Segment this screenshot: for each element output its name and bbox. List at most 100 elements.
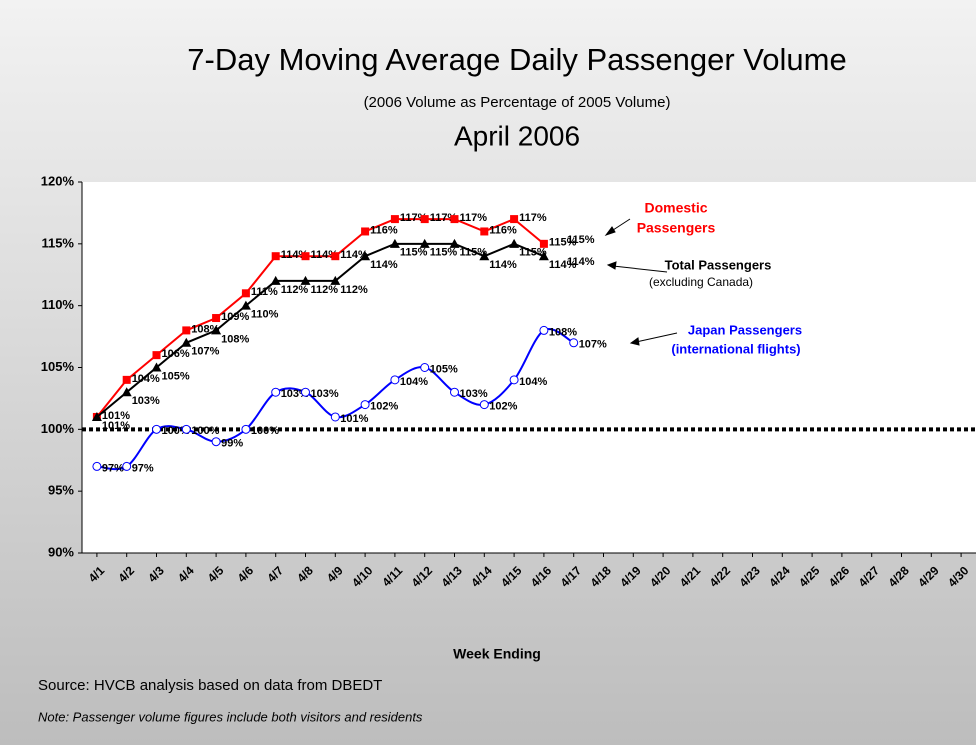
chart-period: April 2006 [454,120,580,151]
marker [390,375,400,385]
data-label: 117% [460,212,488,224]
marker [92,461,102,471]
data-label: 99% [221,438,243,450]
data-label: 103% [460,388,488,400]
marker [390,215,399,224]
marker [152,351,161,360]
data-label: 105% [430,363,458,375]
end-label: 114% [567,256,595,268]
data-label: 114% [370,259,398,271]
data-label: 97% [132,462,154,474]
marker [152,424,161,434]
data-label: 114% [340,249,368,261]
data-label: 103% [132,395,160,407]
data-label: 114% [549,259,577,271]
y-tick-label: 120% [41,173,75,188]
data-label: 104% [400,376,428,388]
y-tick-label: 90% [48,544,74,559]
legend-entry: Total Passengers [665,257,772,272]
marker [420,215,429,224]
data-label: 104% [519,376,547,388]
marker [301,387,310,397]
chart-subtitle: (2006 Volume as Percentage of 2005 Volum… [364,94,671,111]
marker [122,461,132,471]
y-tick-label: 100% [41,421,75,436]
data-label: 101% [102,410,130,422]
data-label: 110% [251,309,279,321]
legend-entry: Japan Passengers [688,322,802,337]
y-tick-label: 110% [41,297,74,312]
marker [539,239,548,248]
marker [271,252,280,261]
data-label: 111% [251,286,278,298]
annotation-arrows [604,218,678,346]
marker [450,215,459,224]
marker [270,275,281,285]
data-label: 102% [489,401,517,413]
marker [241,289,250,298]
data-label: 102% [370,401,398,413]
y-tick-label: 95% [48,483,74,498]
arrow [612,265,668,273]
marker [211,437,221,447]
data-label: 106% [162,348,190,360]
end-label: 115% [567,234,595,246]
marker [389,238,400,248]
marker [331,252,340,261]
marker [182,326,191,335]
chart-title: 7-Day Moving Average Daily Passenger Vol… [187,42,846,77]
data-label: 115% [460,247,488,259]
marker [212,314,221,323]
legend-note: (international flights) [671,341,800,356]
arrow-head [604,226,616,236]
source: Source: HVCB analysis based on data from… [38,677,382,694]
legend-entry: Domestic [644,200,707,216]
marker [211,325,222,335]
data-label: 97% [102,462,124,474]
data-label: 104% [132,373,160,385]
data-label: 115% [549,237,577,249]
data-label: 105% [162,370,190,382]
data-label: 115% [430,247,458,259]
marker [330,412,340,422]
marker [509,238,520,248]
arrow [635,332,678,343]
y-tick-label: 105% [41,359,75,374]
data-label: 112% [340,284,368,296]
plot-area [82,182,976,553]
data-label: 103% [311,388,339,400]
data-label: 116% [370,224,398,236]
marker [240,300,251,310]
data-label: 107% [191,346,219,358]
marker [509,375,519,385]
data-label: 101% [102,420,130,432]
marker [91,411,102,421]
data-label: 114% [489,259,517,271]
marker [181,424,191,434]
data-label: 100% [251,425,279,437]
series-line [96,242,545,418]
data-label: 112% [311,284,339,296]
marker [420,363,430,372]
marker [450,387,459,397]
marker [301,252,310,261]
marker [300,275,311,285]
marker [480,227,489,236]
data-label: 108% [221,333,249,345]
marker [241,424,251,434]
data-label: 116% [489,224,517,236]
marker [121,387,132,397]
arrow-head [629,337,640,346]
data-label: 115% [519,247,547,259]
marker [151,362,162,372]
marker [271,387,281,397]
data-label: 108% [549,326,577,338]
marker [479,251,490,261]
marker [181,337,192,347]
data-label: 115% [400,247,428,259]
data-label: 117% [519,212,547,224]
marker [330,275,341,285]
marker [479,400,489,410]
marker [419,238,430,248]
